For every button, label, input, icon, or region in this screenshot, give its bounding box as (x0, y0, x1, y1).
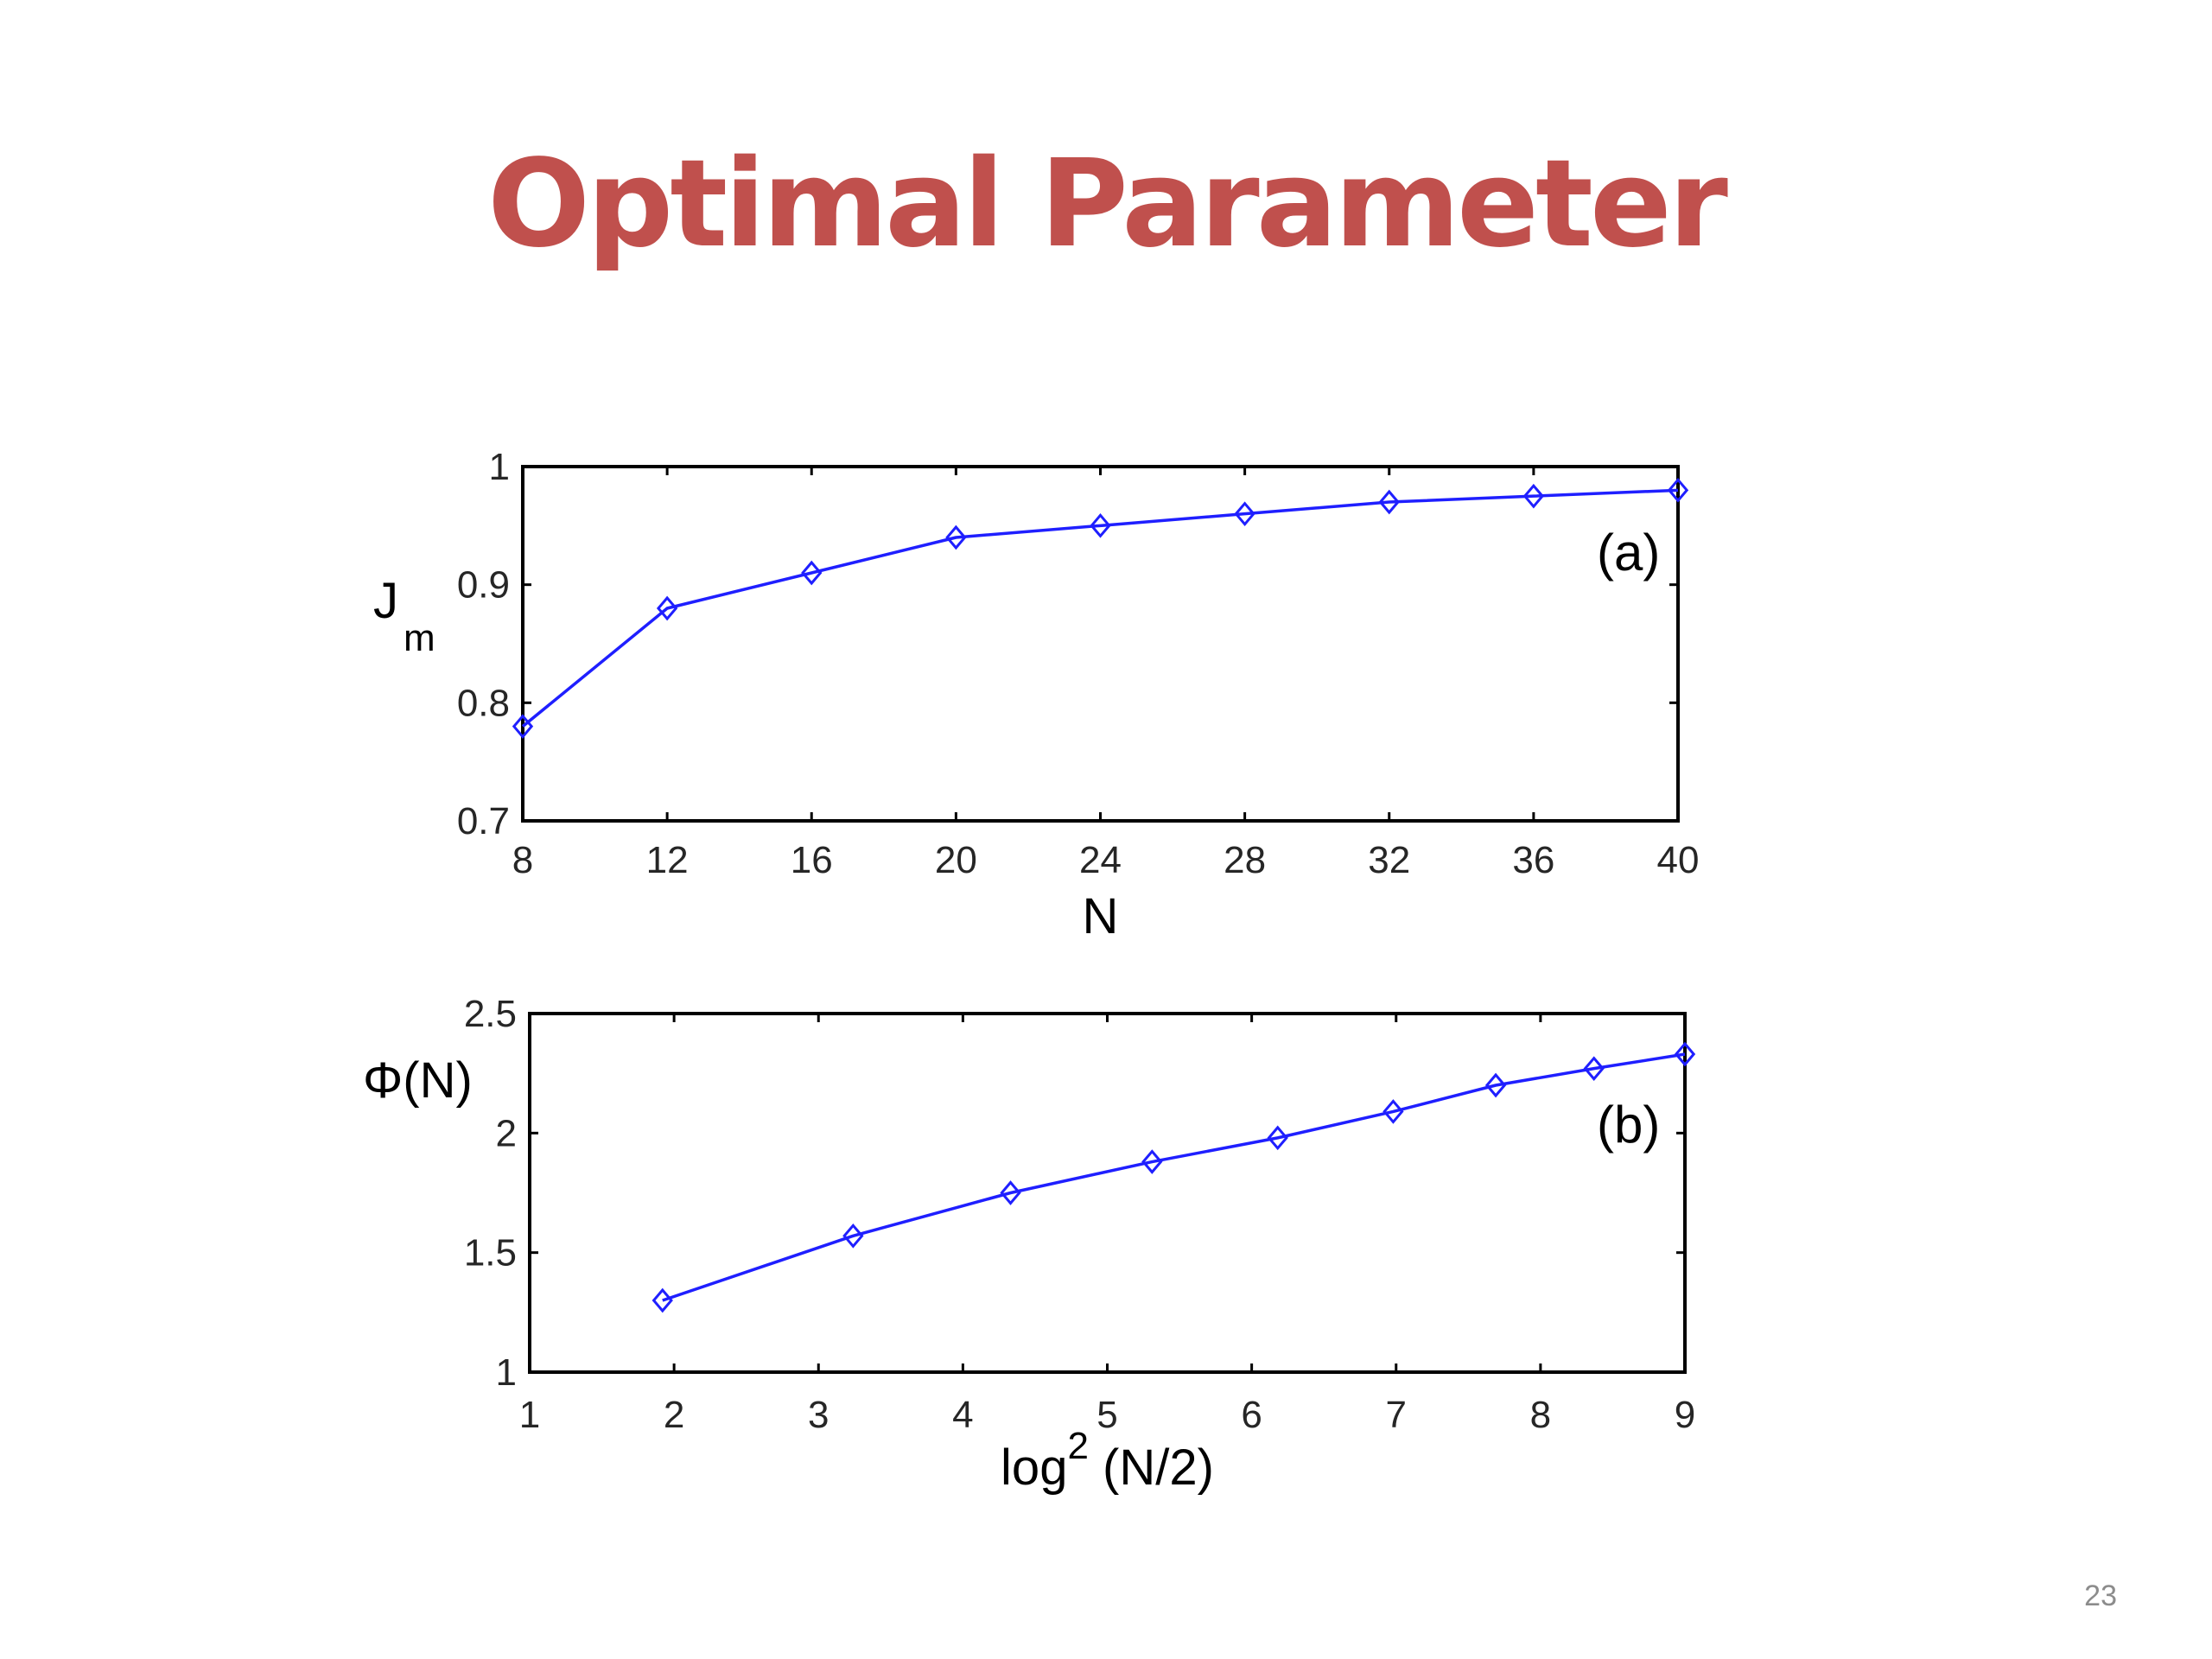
page-number: 23 (2084, 1580, 2117, 1612)
series-line (521, 488, 1679, 728)
x-tick-label: 16 (791, 839, 833, 881)
y-tick-label: 1 (496, 1351, 517, 1394)
y-tick-label: 1.5 (464, 1232, 517, 1274)
x-tick-label: 28 (1224, 839, 1266, 881)
x-tick-label: 8 (1530, 1394, 1551, 1436)
y-tick-label: 1 (489, 446, 510, 488)
x-tick-label: 5 (1096, 1394, 1117, 1436)
x-tick-label: 2 (664, 1394, 684, 1436)
data-point-marker (1378, 489, 1400, 515)
y-axis-label: Jm (373, 573, 435, 659)
x-tick-label: 7 (1386, 1394, 1407, 1436)
data-point-marker (842, 1223, 864, 1249)
x-tick-label: 32 (1368, 839, 1410, 881)
data-point-marker (656, 595, 678, 621)
y-axis-label-subscript: m (404, 617, 435, 659)
x-tick-label: 36 (1512, 839, 1554, 881)
chart-panel-b: 1 2 3 4 5 6 7 8 911.522.5Φ(N)log2 (N/2)(b) (363, 993, 1695, 1496)
data-point-marker (1667, 478, 1689, 503)
y-tick-label: 2.5 (464, 993, 517, 1035)
data-point-marker (1674, 1041, 1696, 1067)
panel-label: (a) (1597, 524, 1660, 582)
x-tick-label: 40 (1657, 839, 1700, 881)
data-point-marker (1484, 1072, 1507, 1098)
x-tick-label: 9 (1675, 1394, 1695, 1436)
data-point-marker (652, 1287, 673, 1313)
x-tick-label: 6 (1241, 1394, 1262, 1436)
y-axis-label: Φ(N) (363, 1052, 473, 1109)
x-axis-label-superscript: 2 (1067, 1425, 1088, 1467)
x-tick-label: 8 (512, 839, 533, 881)
data-point-marker (945, 524, 967, 550)
data-point-marker (1234, 501, 1255, 526)
panel-label: (b) (1597, 1096, 1660, 1154)
data-point-marker (1090, 513, 1111, 538)
y-tick-label: 0.9 (457, 564, 510, 607)
chart-panel-a: 8 12 16 20 24 28 32 36 40 0.7 0.8 0.9 1 Jm N (a) (373, 446, 1699, 944)
plot-frame (528, 1012, 1687, 1374)
x-tick-label: 20 (935, 839, 977, 881)
x-tick-label: 12 (646, 839, 689, 881)
data-point-marker (1583, 1056, 1605, 1081)
data-point-marker (1522, 483, 1545, 509)
y-tick-label: 0.8 (457, 682, 510, 724)
y-tick-label: 0.7 (457, 800, 510, 842)
x-tick-label: 4 (952, 1394, 973, 1436)
data-point-marker (512, 714, 534, 739)
x-axis-label-suffix: (N/2) (1089, 1440, 1214, 1496)
x-tick-label: 3 (808, 1394, 829, 1436)
slide-title: Optimal Parameter (487, 134, 1728, 275)
x-tick-label: 1 (519, 1394, 540, 1436)
data-point-marker (801, 560, 823, 586)
data-point-marker (1000, 1180, 1021, 1205)
x-tick-label: 24 (1079, 839, 1122, 881)
data-point-marker (1141, 1149, 1163, 1174)
x-axis-label: N (1083, 888, 1119, 944)
series-line (662, 1052, 1686, 1302)
plot-frame (521, 465, 1680, 823)
data-point-marker (1267, 1125, 1288, 1151)
data-point-marker (1382, 1099, 1404, 1124)
y-tick-label: 2 (496, 1112, 517, 1154)
